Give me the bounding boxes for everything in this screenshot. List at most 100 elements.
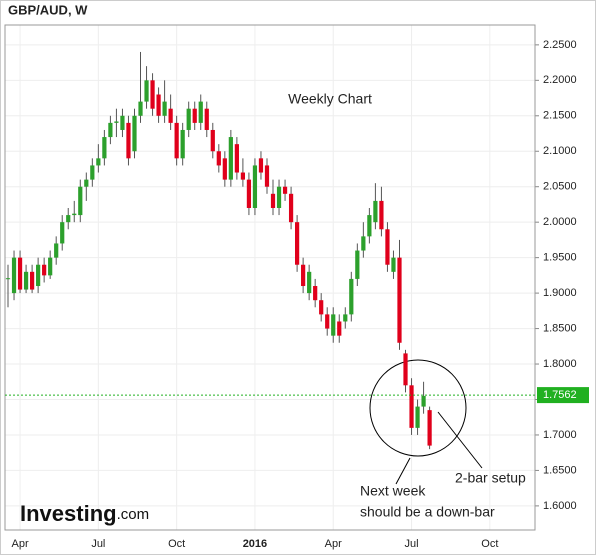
candle-body xyxy=(343,314,348,322)
y-tick-label: 2.0500 xyxy=(543,181,577,193)
candle-body xyxy=(367,215,372,237)
x-tick-label: 2016 xyxy=(243,538,267,550)
candle-body xyxy=(138,101,143,116)
candle-body xyxy=(156,94,161,116)
candle-body xyxy=(282,186,288,194)
candle-body xyxy=(150,80,155,109)
candle-body xyxy=(102,137,107,159)
candle-body xyxy=(222,158,227,180)
candle-body xyxy=(385,229,390,265)
y-tick-label: 2.2000 xyxy=(543,74,577,86)
candle-body xyxy=(228,137,233,180)
candle-body xyxy=(29,271,35,290)
candle-body xyxy=(337,321,342,336)
candle-body xyxy=(391,257,396,272)
candle-body xyxy=(216,151,221,166)
candle-body xyxy=(192,108,197,123)
candle-body xyxy=(325,314,330,329)
candle-body xyxy=(54,243,59,258)
candle-body xyxy=(66,215,71,223)
y-tick-label: 2.0000 xyxy=(543,216,577,228)
chart-title: GBP/AUD, W xyxy=(8,2,88,17)
candle-body xyxy=(373,200,378,223)
candle-body xyxy=(397,257,402,343)
candle-body xyxy=(210,129,215,152)
candle-body xyxy=(294,222,300,265)
candle-body xyxy=(36,264,41,287)
candle-body xyxy=(60,222,65,244)
candle-body xyxy=(379,200,384,230)
y-tick-label: 1.9000 xyxy=(543,287,577,299)
x-tick-label: Apr xyxy=(11,538,28,550)
candle-body xyxy=(246,179,252,208)
y-tick-label: 1.9500 xyxy=(543,252,577,264)
candle-body xyxy=(307,271,312,294)
candle-body xyxy=(415,406,420,428)
candle-body xyxy=(5,278,11,280)
y-tick-label: 1.8500 xyxy=(543,322,577,334)
candle-body xyxy=(319,300,324,315)
candle-body xyxy=(132,115,137,152)
candle-body xyxy=(78,186,83,216)
y-tick-label: 2.1500 xyxy=(543,110,577,122)
candle-body xyxy=(90,165,95,180)
callout: should be a down-bar xyxy=(360,504,495,520)
plot-border xyxy=(4,24,536,531)
candle-body xyxy=(204,108,209,130)
y-tick-label: 2.1000 xyxy=(543,145,577,157)
candle-body xyxy=(126,122,131,159)
x-tick-label: Oct xyxy=(481,538,498,550)
candle-body xyxy=(72,213,77,216)
candle-body xyxy=(331,314,336,336)
candle-body xyxy=(108,122,113,138)
candle-body xyxy=(162,101,167,116)
candle-body xyxy=(120,115,125,130)
y-tick-label: 1.7000 xyxy=(543,429,577,441)
candle-body xyxy=(301,264,306,287)
x-tick-label: Jul xyxy=(405,538,419,550)
candle-body xyxy=(427,410,432,446)
candle-body xyxy=(23,271,29,290)
logo-suffix: .com xyxy=(117,506,150,523)
candle-body xyxy=(42,264,47,276)
candle-body xyxy=(168,108,173,123)
callout: 2-bar setup xyxy=(455,470,526,486)
x-tick-label: Jul xyxy=(91,538,105,550)
candle-body xyxy=(288,193,294,223)
candle-body xyxy=(355,250,360,279)
y-tick-label: 1.8000 xyxy=(543,358,577,370)
candle-body xyxy=(114,121,119,123)
y-tick-label: 1.6500 xyxy=(543,464,577,476)
candle-body xyxy=(84,179,89,187)
candle-body xyxy=(258,158,264,173)
callout-line xyxy=(395,457,411,485)
candle-body xyxy=(409,385,414,428)
candle-body xyxy=(403,353,408,386)
candle-body xyxy=(252,165,258,208)
logo-main: Investing xyxy=(20,501,117,526)
current-price-label: 1.7562 xyxy=(543,389,577,401)
callout: Next week xyxy=(360,483,426,499)
current-price-box xyxy=(537,387,589,404)
x-tick-label: Oct xyxy=(168,538,185,550)
candle-body xyxy=(349,278,354,315)
x-tick-label: Apr xyxy=(325,538,342,550)
highlight-circle xyxy=(369,359,467,457)
candle-body xyxy=(96,158,101,166)
candle-body xyxy=(198,101,203,123)
candle-body xyxy=(186,108,191,130)
candle-body xyxy=(17,257,23,290)
candle-body xyxy=(174,122,179,159)
candle-body xyxy=(264,165,270,187)
candle-body xyxy=(421,395,426,407)
callout-line xyxy=(437,411,483,469)
candle-body xyxy=(144,80,149,102)
y-tick-label: 2.2500 xyxy=(543,39,577,51)
candle-body xyxy=(234,144,239,173)
annotation: Weekly Chart xyxy=(288,91,372,107)
candle-body xyxy=(11,257,17,294)
candle-body xyxy=(270,193,276,208)
